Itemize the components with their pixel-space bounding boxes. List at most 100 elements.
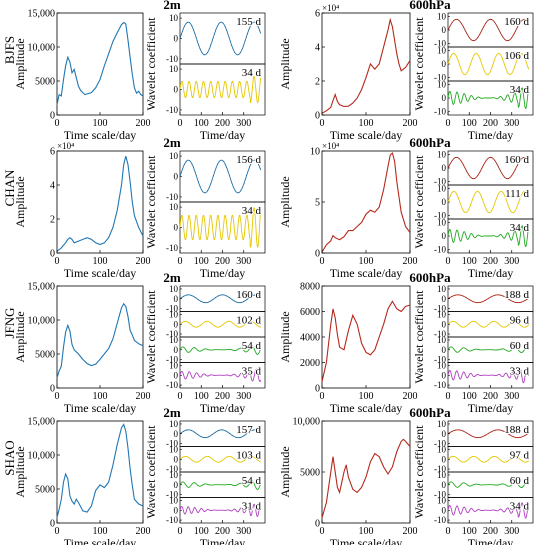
x-tick-label: 200	[403, 118, 418, 129]
series-label: 97 d	[510, 450, 530, 462]
y-axis-label: Amplitude	[13, 38, 27, 89]
x-axis-label: Time/day	[200, 401, 246, 415]
x-axis-label: Time scale/day	[64, 266, 137, 280]
level-title-2m: 2m	[163, 135, 181, 150]
y-tick-label: -10	[434, 490, 446, 500]
y-tick-label: 4	[50, 181, 55, 192]
series-label: 157 d	[236, 424, 261, 436]
y-tick-label: 0	[442, 93, 447, 103]
series-line	[321, 17, 411, 114]
x-tick-label: 100	[194, 118, 209, 129]
x-tick-label: 300	[236, 526, 251, 537]
series-label: 34 d	[242, 67, 262, 79]
y-tick-label: 10	[169, 309, 179, 319]
series-line	[321, 438, 411, 519]
series-line	[56, 302, 144, 378]
x-tick-label: 200	[483, 256, 498, 267]
level-title-600hpa: 600hPa	[409, 270, 451, 285]
amplitude-chart-chan-600hpa	[321, 150, 411, 254]
wavelet-series	[447, 366, 530, 384]
y-tick-label: 10	[169, 495, 179, 505]
y-tick-label: 6000	[300, 307, 320, 318]
x-tick-label: 300	[236, 391, 251, 402]
wavelet-series	[447, 320, 530, 328]
wavelet-chart-bjfs-600hpa	[447, 12, 534, 116]
y-tick-label: 10	[437, 46, 447, 56]
level-title-2m: 2m	[163, 405, 181, 420]
y-tick-label: 0	[174, 223, 179, 233]
series-line	[321, 151, 411, 253]
station-label: CHAN	[2, 169, 17, 206]
series-label: 102 d	[236, 315, 261, 327]
series-label: 160 d	[504, 154, 529, 166]
series-line	[56, 423, 144, 518]
x-tick-label: 0	[446, 526, 451, 537]
y-tick-label: -10	[166, 490, 178, 500]
x-axis-label: Time/day	[200, 128, 246, 142]
y-tick-label: 6	[50, 147, 55, 158]
wavelet-series	[179, 479, 262, 490]
y-axis-label: Amplitude	[13, 446, 27, 497]
series-label: 54 d	[242, 475, 262, 487]
series-line	[56, 155, 144, 252]
y-tick-label: 10,000	[28, 43, 56, 54]
wavelet-series	[179, 207, 262, 248]
y-tick-label: 10	[169, 419, 179, 429]
x-tick-label: 200	[483, 391, 498, 402]
y-tick-label: 10	[437, 12, 447, 22]
y-tick-label: 10	[437, 419, 447, 429]
y-tick-label: 0	[442, 429, 447, 439]
station-label: SHAO	[2, 440, 17, 475]
y-tick-label: 0	[315, 519, 320, 530]
y-tick-label: 0	[442, 294, 447, 304]
y-tick-label: -10	[166, 380, 178, 390]
y-axis-label: Wavelet coefficient	[144, 290, 158, 384]
series-label: 156 d	[236, 154, 261, 166]
x-axis-label: Time/day	[468, 401, 514, 415]
series-label: 34 d	[510, 222, 530, 234]
x-tick-label: 0	[320, 118, 325, 129]
y-tick-label: 0	[174, 454, 179, 464]
y-tick-label: 10	[169, 13, 179, 23]
series-label: 54 d	[242, 340, 262, 352]
series-label: 103 d	[236, 450, 261, 462]
x-tick-label: 100	[462, 391, 477, 402]
y-tick-label: 10	[310, 147, 320, 158]
x-tick-label: 200	[215, 256, 230, 267]
y-tick-label: 10	[169, 470, 179, 480]
x-tick-label: 100	[93, 526, 108, 537]
series-line	[56, 21, 144, 105]
y-tick-label: 10,000	[28, 451, 56, 462]
station-label: BJFS	[2, 36, 17, 64]
y-tick-label: -10	[434, 72, 446, 82]
y-tick-label: 10	[437, 150, 447, 160]
observed-overlay	[179, 22, 261, 55]
axes-frame	[56, 285, 144, 389]
y-tick-label: -10	[434, 106, 446, 116]
y-tick-label: 0	[174, 319, 179, 329]
series-label: 96 d	[510, 315, 530, 327]
y-tick-label: 10	[437, 80, 447, 90]
x-tick-label: 300	[504, 391, 519, 402]
series-label: 60 d	[510, 340, 530, 352]
y-tick-label: 0	[442, 319, 447, 329]
y-tick-label: 2	[50, 215, 55, 226]
x-axis-label: Time scale/day	[64, 128, 137, 142]
x-tick-label: 200	[136, 256, 151, 267]
station-label: JFNG	[2, 307, 17, 338]
y-axis-label: Wavelet coefficient	[412, 425, 426, 519]
x-tick-label: 0	[178, 526, 183, 537]
x-tick-label: 200	[483, 118, 498, 129]
y-tick-label: 10	[169, 151, 179, 161]
y-axis-label: Amplitude	[13, 311, 27, 362]
y-axis-label: Wavelet coefficient	[144, 17, 158, 111]
y-tick-label: -10	[434, 210, 446, 220]
y-tick-label: 0	[174, 480, 179, 490]
y-tick-label: -10	[434, 176, 446, 186]
wavelet-chart-chan-2m	[179, 150, 266, 254]
x-tick-label: 0	[55, 256, 60, 267]
x-tick-label: 0	[55, 391, 60, 402]
y-tick-label: 2	[315, 77, 320, 88]
y-tick-label: 2000	[300, 358, 320, 369]
x-tick-label: 100	[194, 526, 209, 537]
